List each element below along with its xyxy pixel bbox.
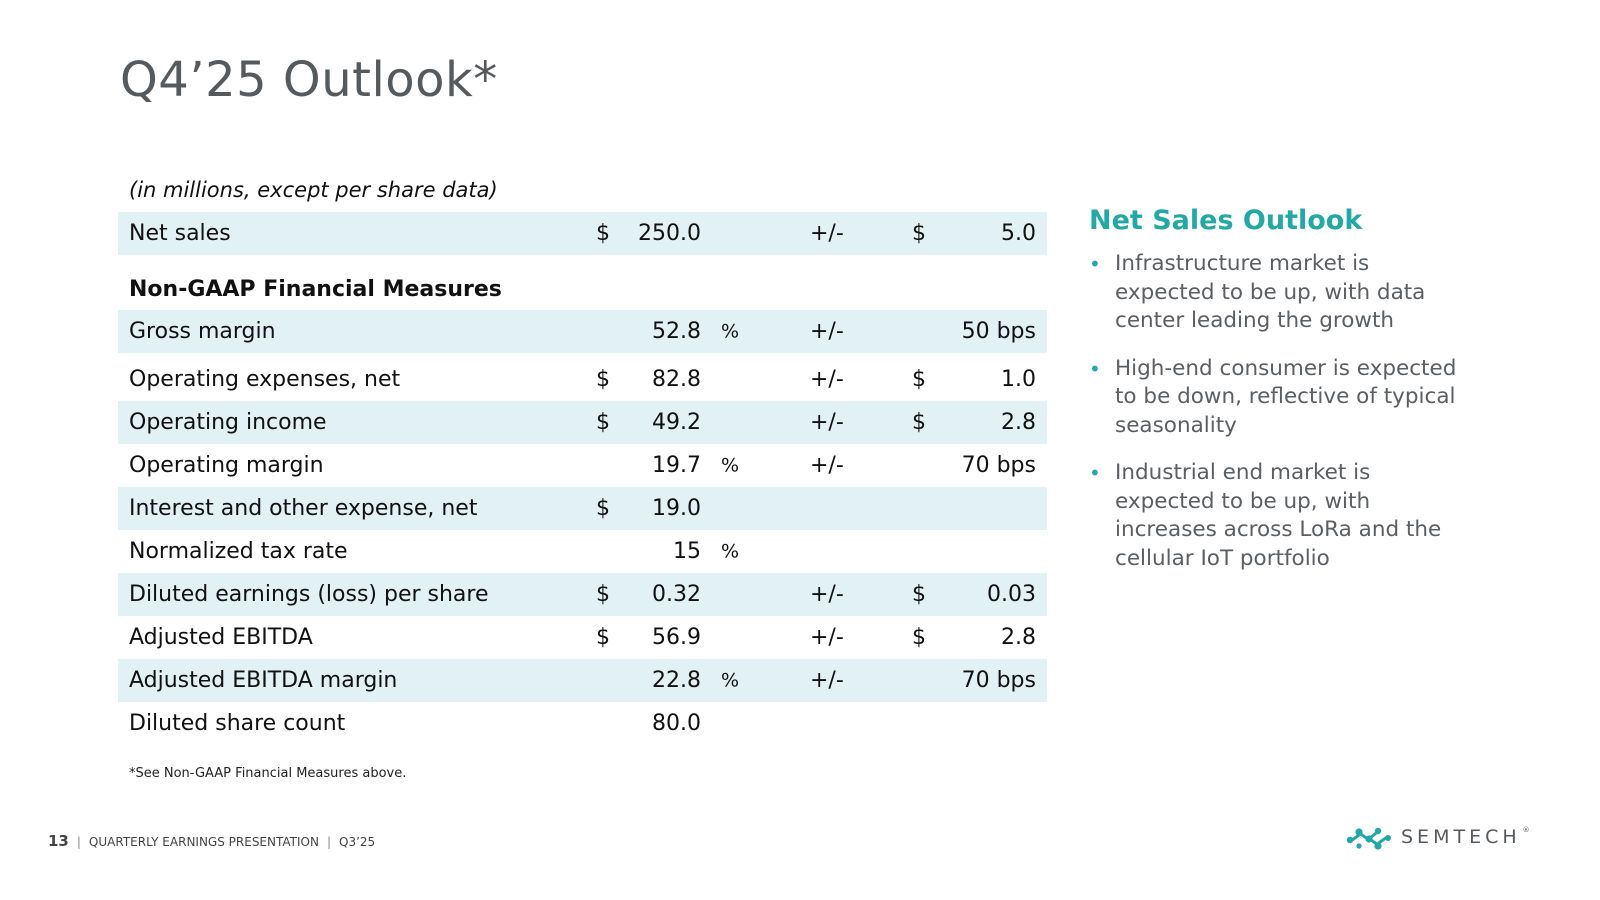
- percent-sign: %: [721, 454, 740, 476]
- plus-minus: +/-: [810, 366, 844, 392]
- row-range: 50 bps: [961, 318, 1036, 344]
- footnote: *See Non-GAAP Financial Measures above.: [129, 766, 407, 781]
- row-label: Normalized tax rate: [129, 538, 348, 564]
- table-section-header: Non-GAAP Financial Measures: [118, 255, 1047, 310]
- table-row: Operating income $ 49.2 +/- $ 2.8: [118, 401, 1047, 444]
- range-currency-symbol: $: [912, 220, 926, 246]
- semtech-logo: SEMTECH ®: [1345, 822, 1536, 852]
- row-value: 0.32: [652, 581, 701, 607]
- page-title: Q4’25 Outlook*: [120, 52, 498, 108]
- list-item: • Infrastructure market is expected to b…: [1089, 250, 1469, 336]
- row-value: 250.0: [638, 220, 701, 246]
- row-range: 0.03: [987, 581, 1036, 607]
- row-value: 19.0: [652, 495, 701, 521]
- row-value: 52.8: [652, 318, 701, 344]
- plus-minus: +/-: [810, 581, 844, 607]
- net-sales-outlook-heading: Net Sales Outlook: [1089, 205, 1363, 236]
- row-range: 70 bps: [961, 667, 1036, 693]
- row-value: 19.7: [652, 452, 701, 478]
- list-item: • High-end consumer is expected to be do…: [1089, 355, 1469, 441]
- currency-symbol: $: [596, 581, 610, 607]
- page-number: 13: [48, 832, 69, 850]
- row-value: 82.8: [652, 366, 701, 392]
- row-label: Gross margin: [129, 318, 276, 344]
- row-label: Diluted share count: [129, 710, 346, 736]
- row-range: 5.0: [1001, 220, 1036, 246]
- bullet-text: High-end consumer is expected to be down…: [1115, 355, 1457, 438]
- outlook-table: Net sales $ 250.0 +/- $ 5.0 Non-GAAP Fin…: [118, 212, 1047, 745]
- plus-minus: +/-: [810, 667, 844, 693]
- plus-minus: +/-: [810, 452, 844, 478]
- row-value: 49.2: [652, 409, 701, 435]
- semtech-logo-icon: [1346, 827, 1391, 850]
- row-label: Diluted earnings (loss) per share: [129, 581, 489, 607]
- plus-minus: +/-: [810, 318, 844, 344]
- table-row: Normalized tax rate 15 %: [118, 530, 1047, 573]
- units-note: (in millions, except per share data): [129, 178, 498, 202]
- section-label: Non-GAAP Financial Measures: [129, 277, 502, 303]
- table-row: Gross margin 52.8 % +/- 50 bps: [118, 310, 1047, 353]
- row-range: 2.8: [1001, 409, 1036, 435]
- row-range: 1.0: [1001, 366, 1036, 392]
- plus-minus: +/-: [810, 220, 844, 246]
- row-value: 56.9: [652, 624, 701, 650]
- table-row: Diluted share count 80.0: [118, 702, 1047, 745]
- outlook-bullet-list: • Infrastructure market is expected to b…: [1089, 250, 1469, 592]
- range-currency-symbol: $: [912, 366, 926, 392]
- currency-symbol: $: [596, 220, 610, 246]
- row-label: Interest and other expense, net: [129, 495, 478, 521]
- table-row: Net sales $ 250.0 +/- $ 5.0: [118, 212, 1047, 255]
- range-currency-symbol: $: [912, 624, 926, 650]
- logo-wordmark: SEMTECH: [1401, 826, 1521, 848]
- currency-symbol: $: [596, 495, 610, 521]
- bullet-icon: •: [1089, 356, 1101, 381]
- row-label: Operating expenses, net: [129, 366, 401, 392]
- table-row: Operating expenses, net $ 82.8 +/- $ 1.0: [118, 353, 1047, 401]
- row-value: 15: [673, 538, 701, 564]
- row-range: 70 bps: [961, 452, 1036, 478]
- bullet-icon: •: [1089, 461, 1101, 485]
- row-value: 22.8: [652, 667, 701, 693]
- table-row: Adjusted EBITDA margin 22.8 % +/- 70 bps: [118, 659, 1047, 702]
- plus-minus: +/-: [810, 624, 844, 650]
- registered-mark: ®: [1522, 826, 1530, 834]
- list-item: • Industrial end market is expected to b…: [1089, 459, 1469, 573]
- range-currency-symbol: $: [912, 581, 926, 607]
- plus-minus: +/-: [810, 409, 844, 435]
- row-value: 80.0: [652, 710, 701, 736]
- row-label: Adjusted EBITDA margin: [129, 667, 398, 693]
- row-label: Operating margin: [129, 452, 324, 478]
- currency-symbol: $: [596, 624, 610, 650]
- range-currency-symbol: $: [912, 409, 926, 435]
- row-range: 2.8: [1001, 624, 1036, 650]
- table-row: Interest and other expense, net $ 19.0: [118, 487, 1047, 530]
- row-label: Adjusted EBITDA: [129, 624, 313, 650]
- bullet-text: Industrial end market is expected to be …: [1115, 460, 1442, 571]
- row-label: Operating income: [129, 409, 327, 435]
- table-row: Diluted earnings (loss) per share $ 0.32…: [118, 573, 1047, 616]
- footer-divider: |: [326, 835, 332, 849]
- currency-symbol: $: [596, 409, 610, 435]
- currency-symbol: $: [596, 366, 610, 392]
- presentation-name: QUARTERLY EARNINGS PRESENTATION: [88, 835, 319, 849]
- slide-footer: 13 | QUARTERLY EARNINGS PRESENTATION | Q…: [48, 832, 375, 850]
- bullet-text: Infrastructure market is expected to be …: [1115, 251, 1426, 333]
- percent-sign: %: [721, 540, 740, 562]
- row-label: Net sales: [129, 220, 231, 246]
- table-row: Operating margin 19.7 % +/- 70 bps: [118, 444, 1047, 487]
- percent-sign: %: [721, 320, 740, 342]
- footer-divider: |: [76, 835, 81, 849]
- presentation-period: Q3’25: [339, 835, 376, 849]
- percent-sign: %: [721, 669, 740, 691]
- table-row: Adjusted EBITDA $ 56.9 +/- $ 2.8: [118, 616, 1047, 659]
- bullet-icon: •: [1089, 252, 1101, 276]
